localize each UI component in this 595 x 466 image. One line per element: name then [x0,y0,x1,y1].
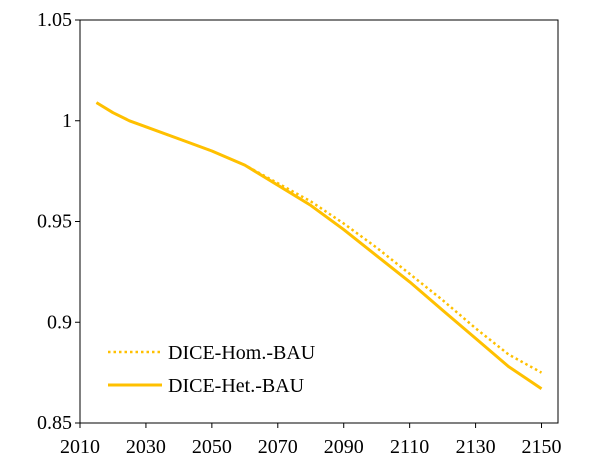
y-tick-label: 0.9 [47,311,72,333]
x-tick-label: 2050 [192,436,232,458]
y-tick-label: 0.95 [37,211,72,233]
series-line-dice-hom-bau [95,101,543,374]
axis-ticks: 0.85 0.9 0.95 1 1.05 2010 2030 2050 2070 2090 2110… [37,9,562,458]
legend: DICE-Hom.-BAU DICE-Het.-BAU [108,342,316,397]
x-tick-label: 2010 [60,436,100,458]
y-tick-label: 1.05 [37,9,72,31]
x-tick-label: 2090 [324,436,364,458]
y-tick-label: 1 [62,110,72,132]
legend-label: DICE-Hom.-BAU [168,342,316,364]
y-tick-label: 0.85 [37,412,72,434]
x-tick-label: 2110 [390,436,429,458]
series-lines [95,101,543,390]
x-tick-label: 2070 [258,436,298,458]
series-line-dice-het-bau [95,101,543,390]
x-tick-label: 2130 [456,436,496,458]
x-tick-label: 2030 [126,436,166,458]
plot-frame [79,19,559,424]
legend-label: DICE-Het.-BAU [168,375,305,397]
x-tick-label: 2150 [522,436,562,458]
